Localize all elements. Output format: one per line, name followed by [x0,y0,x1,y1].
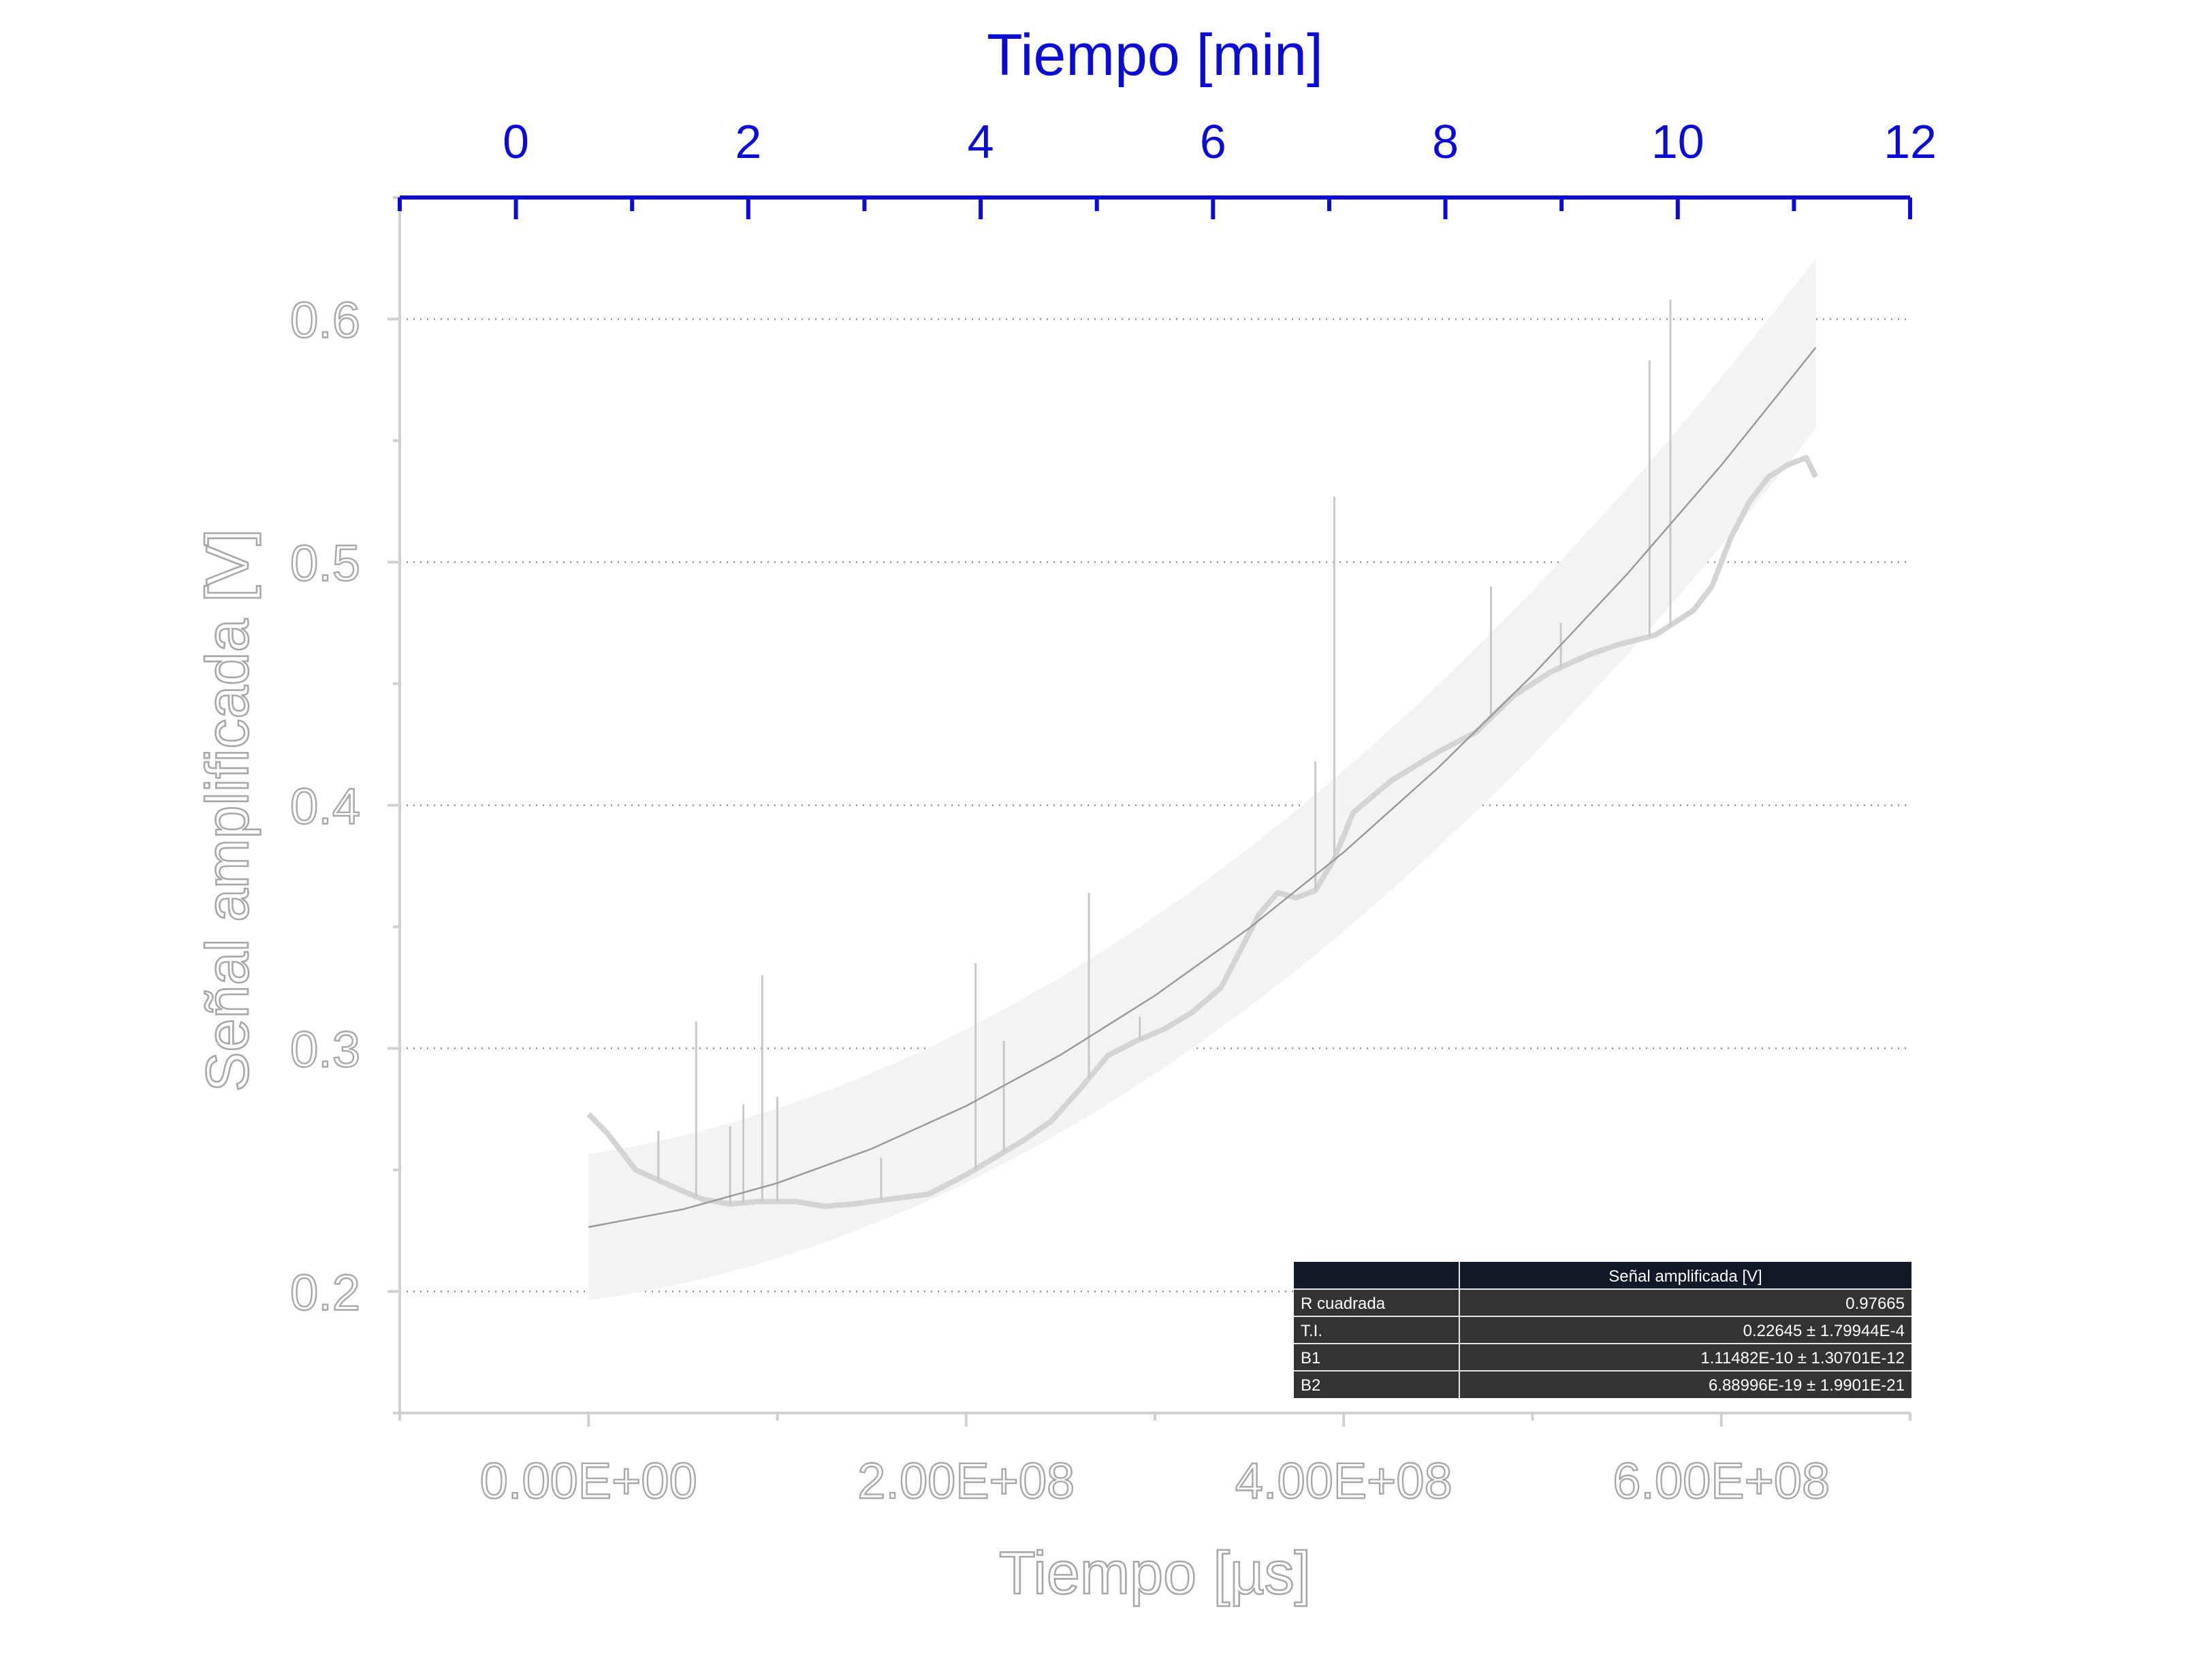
top-tick-label: 6 [1200,115,1226,168]
table-cell-value: 6.88996E-19 ± 1.9901E-21 [1709,1376,1905,1395]
stats-table: Señal amplificada [V] R cuadrada 0.97665 T.… [1294,1262,1911,1398]
table-cell-value: 0.22645 ± 1.79944E-4 [1743,1322,1905,1340]
y-tick-label: 0.4 [290,778,360,835]
top-axis: 0 2 4 6 8 10 12 [398,115,1937,219]
table-header-cell: Señal amplificada [V] [1608,1267,1762,1286]
confidence-band [588,258,1816,1301]
axes [387,196,1911,1427]
table-cell-name: T.I. [1301,1322,1322,1340]
tick-labels: 0.2 0.3 0.4 0.5 0.6 0.00E+00 2.00E+08 4.00E+08 6… [289,291,1830,1510]
x-tick-label: 2.00E+08 [857,1453,1075,1509]
top-tick-label: 12 [1884,115,1937,168]
table-row [1294,1344,1911,1371]
top-axis-title: Tiempo [min] [987,22,1323,88]
y-tick-label: 0.3 [290,1021,360,1078]
signal-line [586,455,1818,1209]
x-tick-label: 4.00E+08 [1235,1453,1453,1509]
top-tick-label: 4 [968,115,994,168]
top-tick-label: 2 [735,115,761,168]
y-tick-label: 0.6 [290,292,360,349]
x-tick-label: 6.00E+08 [1613,1453,1830,1509]
fit-series [588,347,1817,1229]
table-header-row [1294,1262,1911,1289]
table-cell-name: B1 [1301,1349,1320,1367]
table-cell-name: R cuadrada [1301,1295,1386,1313]
y-tick-label: 0.2 [290,1265,360,1321]
table-row [1294,1371,1911,1398]
table-cell-value: 0.97665 [1845,1295,1905,1313]
top-tick-label: 10 [1651,115,1704,168]
signal-series [586,299,1818,1209]
table-row [1294,1316,1911,1344]
table-row [1294,1289,1911,1316]
x-tick-label: 0.00E+00 [480,1453,697,1509]
x-axis-title: Tiempo [µs] [999,1539,1311,1606]
y-tick-label: 0.5 [290,535,360,592]
fit-line [588,347,1817,1229]
top-tick-label: 8 [1432,115,1459,168]
y-axis-title: Señal amplificada [V] [193,529,261,1092]
table-cell-value: 1.11482E-10 ± 1.30701E-12 [1700,1349,1905,1367]
table-cell-name: B2 [1301,1376,1320,1395]
confidence-band-area [588,258,1816,1301]
top-tick-label: 0 [503,115,529,168]
